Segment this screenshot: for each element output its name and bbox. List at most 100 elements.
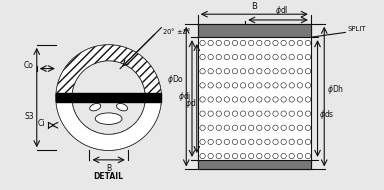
Circle shape: [248, 54, 254, 60]
Ellipse shape: [116, 103, 127, 111]
Circle shape: [208, 111, 214, 116]
Circle shape: [200, 111, 205, 116]
Circle shape: [281, 139, 286, 145]
Circle shape: [289, 97, 295, 102]
Circle shape: [200, 69, 205, 74]
Bar: [198, 24, 311, 37]
Circle shape: [216, 125, 222, 131]
Circle shape: [224, 54, 230, 60]
Circle shape: [273, 125, 278, 131]
Circle shape: [289, 111, 295, 116]
Circle shape: [273, 139, 278, 145]
Text: 20° $\pm$5°: 20° $\pm$5°: [162, 26, 192, 36]
Circle shape: [208, 139, 214, 145]
Text: $\phi$d: $\phi$d: [185, 97, 196, 110]
Circle shape: [232, 97, 238, 102]
Circle shape: [289, 153, 295, 159]
Circle shape: [257, 69, 262, 74]
Text: Co: Co: [24, 61, 34, 70]
Circle shape: [240, 139, 246, 145]
Circle shape: [273, 97, 278, 102]
Circle shape: [248, 69, 254, 74]
Circle shape: [216, 40, 222, 46]
Circle shape: [281, 54, 286, 60]
Circle shape: [305, 139, 311, 145]
Circle shape: [257, 54, 262, 60]
Circle shape: [265, 153, 270, 159]
Circle shape: [289, 54, 295, 60]
Circle shape: [240, 40, 246, 46]
Circle shape: [200, 97, 205, 102]
Text: S3: S3: [24, 112, 34, 120]
Circle shape: [265, 139, 270, 145]
Circle shape: [208, 125, 214, 131]
Circle shape: [273, 69, 278, 74]
Circle shape: [200, 40, 205, 46]
Circle shape: [224, 139, 230, 145]
Text: Ci: Ci: [38, 119, 45, 128]
Text: $\phi$dl: $\phi$dl: [275, 4, 288, 17]
Circle shape: [265, 97, 270, 102]
Circle shape: [305, 153, 311, 159]
Bar: [198, 160, 311, 169]
Circle shape: [208, 40, 214, 46]
Circle shape: [224, 153, 230, 159]
Circle shape: [305, 54, 311, 60]
Circle shape: [200, 139, 205, 145]
Circle shape: [305, 69, 311, 74]
Circle shape: [257, 40, 262, 46]
Circle shape: [240, 153, 246, 159]
Circle shape: [257, 97, 262, 102]
Circle shape: [305, 125, 311, 131]
Circle shape: [208, 97, 214, 102]
Circle shape: [257, 125, 262, 131]
Circle shape: [216, 139, 222, 145]
Text: SPLIT: SPLIT: [347, 26, 366, 32]
Circle shape: [224, 40, 230, 46]
Circle shape: [265, 125, 270, 131]
Circle shape: [216, 153, 222, 159]
Circle shape: [273, 54, 278, 60]
Circle shape: [297, 153, 303, 159]
Circle shape: [281, 40, 286, 46]
Circle shape: [208, 54, 214, 60]
Circle shape: [200, 83, 205, 88]
Circle shape: [265, 69, 270, 74]
Circle shape: [208, 83, 214, 88]
Bar: [56, 93, 161, 102]
Circle shape: [224, 97, 230, 102]
Circle shape: [224, 69, 230, 74]
Circle shape: [265, 40, 270, 46]
Circle shape: [305, 97, 311, 102]
Text: B: B: [106, 164, 111, 173]
Polygon shape: [56, 45, 161, 98]
Circle shape: [224, 83, 230, 88]
Circle shape: [297, 125, 303, 131]
Circle shape: [224, 125, 230, 131]
Circle shape: [232, 40, 238, 46]
Circle shape: [232, 83, 238, 88]
Bar: [198, 24, 311, 169]
Circle shape: [240, 97, 246, 102]
Circle shape: [240, 69, 246, 74]
Circle shape: [208, 69, 214, 74]
Circle shape: [232, 54, 238, 60]
Ellipse shape: [90, 103, 101, 111]
Circle shape: [216, 69, 222, 74]
Circle shape: [273, 153, 278, 159]
Circle shape: [232, 153, 238, 159]
Circle shape: [257, 111, 262, 116]
Circle shape: [232, 139, 238, 145]
Circle shape: [297, 69, 303, 74]
Circle shape: [297, 111, 303, 116]
Circle shape: [200, 54, 205, 60]
Circle shape: [240, 125, 246, 131]
Circle shape: [232, 125, 238, 131]
Text: DETAIL: DETAIL: [94, 172, 124, 181]
Circle shape: [297, 40, 303, 46]
Circle shape: [240, 111, 246, 116]
Circle shape: [273, 111, 278, 116]
Circle shape: [240, 83, 246, 88]
Circle shape: [216, 111, 222, 116]
Circle shape: [265, 111, 270, 116]
